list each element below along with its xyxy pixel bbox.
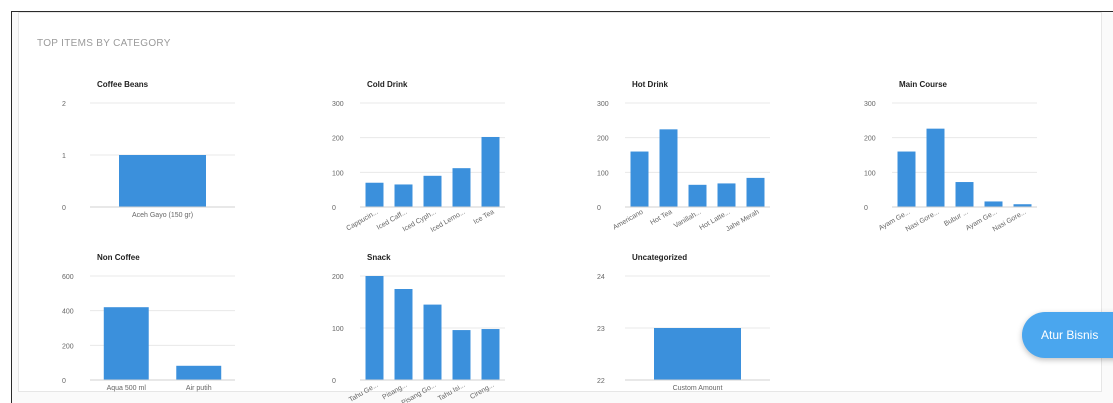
y-tick-label: 100 <box>332 326 344 333</box>
y-tick-label: 0 <box>62 378 66 385</box>
y-tick-label: 0 <box>332 378 336 385</box>
y-tick-label: 0 <box>62 205 66 212</box>
x-tick-label: Custom Amount <box>673 385 723 392</box>
x-tick-label: Aceh Gayo (150 gr) <box>132 212 193 219</box>
y-tick-label: 0 <box>332 205 336 212</box>
y-tick-label: 0 <box>597 205 601 212</box>
y-tick-label: 100 <box>597 170 609 177</box>
bar <box>423 175 442 207</box>
y-tick-label: 200 <box>864 136 876 143</box>
bar <box>423 304 442 380</box>
y-tick-label: 100 <box>864 170 876 177</box>
bar <box>955 182 974 207</box>
y-tick-label: 0 <box>864 205 868 212</box>
bar <box>746 177 765 207</box>
bar <box>659 129 678 207</box>
y-tick-label: 300 <box>332 101 344 108</box>
section-title: TOP ITEMS BY CATEGORY <box>37 38 171 49</box>
chart-title: Snack <box>367 253 391 262</box>
y-tick-label: 200 <box>597 136 609 143</box>
y-tick-label: 600 <box>62 274 74 281</box>
chart-title: Main Course <box>899 80 948 89</box>
y-tick-label: 22 <box>597 378 605 385</box>
chart-non-coffee: Non Coffee 0 200 400 600 Aqua 500 ml Air putih <box>62 253 235 392</box>
y-tick-label: 24 <box>597 274 605 281</box>
bar <box>926 128 945 207</box>
bar <box>630 151 649 207</box>
x-tick-label: Aqua 500 ml <box>107 385 147 392</box>
y-tick-label: 300 <box>597 101 609 108</box>
y-tick-label: 200 <box>332 274 344 281</box>
chart-title: Cold Drink <box>367 80 408 89</box>
y-tick-label: 100 <box>332 170 344 177</box>
y-tick-label: 200 <box>332 136 344 143</box>
bar <box>897 151 916 207</box>
bar <box>176 365 222 380</box>
bar <box>1013 204 1032 207</box>
bar <box>365 276 384 380</box>
chart-title: Coffee Beans <box>97 80 149 89</box>
x-tick-label: Air putih <box>186 385 212 392</box>
bar <box>103 307 149 380</box>
y-tick-label: 400 <box>62 309 74 316</box>
chart-coffee-beans: Coffee Beans 0 1 2 Aceh Gayo (150 gr) <box>62 80 235 219</box>
y-tick-label: 200 <box>62 343 74 350</box>
bar <box>654 328 741 380</box>
bar <box>365 182 384 207</box>
y-tick-label: 2 <box>62 101 66 108</box>
bar <box>481 136 500 207</box>
bar <box>688 184 707 207</box>
chart-title: Non Coffee <box>97 253 140 262</box>
chart-uncategorized: Uncategorized 22 23 24 Custom Amount <box>597 253 770 392</box>
bar <box>717 183 736 207</box>
bar <box>394 289 413 380</box>
x-tick-label: Ice Tea <box>473 209 496 226</box>
atur-bisnis-button[interactable]: Atur Bisnis <box>1022 312 1113 358</box>
y-tick-label: 300 <box>864 101 876 108</box>
bar <box>119 155 206 207</box>
chart-title: Uncategorized <box>632 253 687 262</box>
bar <box>394 184 413 207</box>
y-tick-label: 1 <box>62 153 66 160</box>
bar <box>481 329 500 380</box>
bar <box>452 168 471 207</box>
x-tick-label: Hot Tea <box>649 209 673 227</box>
bar <box>984 201 1003 207</box>
chart-title: Hot Drink <box>632 80 669 89</box>
y-tick-label: 23 <box>597 326 605 333</box>
bar <box>452 330 471 380</box>
